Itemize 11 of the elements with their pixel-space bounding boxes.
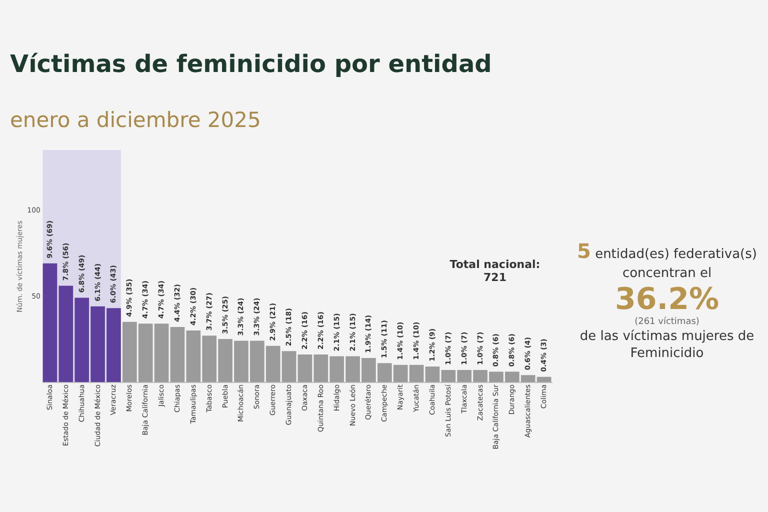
chart-subtitle: enero a diciembre 2025 [10, 108, 261, 132]
annotation: Total nacional: [448, 258, 542, 271]
text: 5 [577, 239, 591, 263]
text: (261 víctimas) [634, 316, 700, 328]
chart-title: Víctimas de feminicidio por entidad [10, 50, 492, 78]
annotation: 721 [482, 271, 508, 284]
text: 36.2% [614, 282, 720, 317]
text: de las víctimas mujeres de [578, 328, 756, 346]
text: Feminicidio [629, 345, 705, 363]
text: entidad(es) federativa(s) [595, 247, 757, 262]
text: concentran el [621, 265, 713, 283]
